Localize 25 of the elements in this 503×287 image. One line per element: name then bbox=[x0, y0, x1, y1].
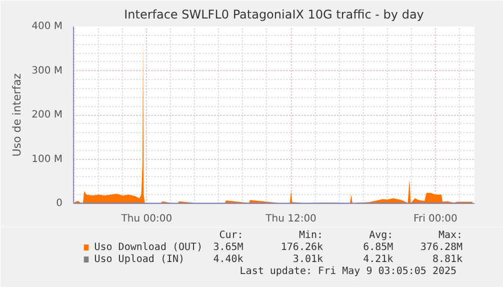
text: 4.40k bbox=[213, 254, 244, 265]
y-tick-label: 0 bbox=[56, 198, 63, 209]
text: Avg: bbox=[369, 230, 394, 241]
text: 6.85M bbox=[363, 242, 394, 253]
text: Cur: bbox=[219, 230, 244, 241]
y-axis-title: Uso de interfaz bbox=[10, 73, 24, 157]
x-tick-label: Thu 12:00 bbox=[264, 214, 316, 224]
text: 8.81k bbox=[432, 254, 463, 265]
text: Min: bbox=[298, 230, 324, 241]
chart-title: Interface SWLFL0 PatagoniaIX 10G traffic - by day bbox=[124, 8, 424, 22]
text: 4.21k bbox=[363, 254, 394, 265]
text: 376.28M bbox=[420, 242, 463, 253]
y-tick-label: 100 M bbox=[32, 154, 63, 165]
text: Last update: Fri May 9 03:05:05 2025 bbox=[240, 266, 457, 277]
text: 3.65M bbox=[213, 242, 244, 253]
text: 3.01k bbox=[292, 254, 324, 265]
legend-label: Uso Upload (IN) bbox=[94, 254, 185, 265]
y-tick-label: 400 M bbox=[32, 21, 63, 32]
y-tick-label: 200 M bbox=[32, 110, 63, 120]
x-tick-label: Fri 00:00 bbox=[413, 214, 458, 224]
text: 176.26k bbox=[280, 242, 324, 253]
legend-label: Uso Download (OUT) bbox=[94, 242, 203, 253]
y-tick-label: 300 M bbox=[32, 65, 63, 76]
text: Max: bbox=[438, 230, 463, 241]
x-tick-label: Thu 00:00 bbox=[120, 214, 172, 224]
